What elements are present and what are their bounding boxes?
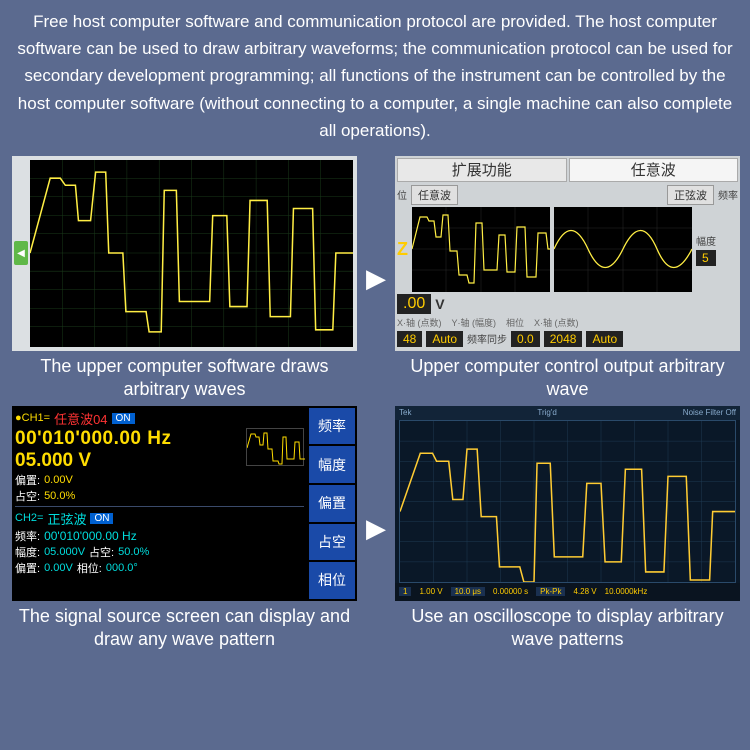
ch2-freq-label: 频率: [15,528,40,544]
panel3-caption: The signal source screen can display and… [12,605,357,652]
mini-sine-plot [554,207,692,292]
scope-freq: 10.0000kHz [605,587,648,596]
panel-oscilloscope: Tek Trig'd Noise Filter Off [395,406,740,601]
ch2-marker: CH2= [15,512,43,524]
side-btn-phase[interactable]: 相位 [309,562,355,599]
mini-arb-plot [412,207,550,292]
scope-ch1-vdiv: 1.00 V [419,587,442,596]
x-axis-label: X·轴 (点数) [397,316,442,329]
ch2-phase-label: 相位: [77,560,102,576]
ch2-offset: 0.00V [44,562,73,574]
val-auto-1: Auto [426,331,463,347]
tab-extend[interactable]: 扩展功能 [397,158,567,182]
ch2-phase: 000.0° [106,562,138,574]
scope-filter-status: Noise Filter Off [683,408,736,417]
tab-arbitrary[interactable]: 任意波 [569,158,739,182]
ch1-mode: 任意波04 [54,409,107,428]
ch2-amp: 05.000V [44,546,85,558]
arrow-right-icon: ▶ [361,156,391,402]
scope-brand: Tek [399,408,411,417]
ch1-offset: 0.00V [44,474,73,486]
scope-timebase: 10.0 μs [451,587,485,596]
ch2-mode: 正弦波 [47,509,86,528]
freq-label-cn: 频率 [718,187,738,202]
amp-label-cn: 幅度 [696,233,716,248]
ch1-frequency: 00'010'000.00 Hz [15,428,242,450]
ch1-preview-wave [246,428,304,466]
header-description: Free host computer software and communic… [0,0,750,156]
side-btn-freq[interactable]: 频率 [309,408,355,445]
z-indicator: Z [397,239,408,260]
offset-label: 偏置: [15,472,40,488]
ch1-voltage: 05.000 V [15,450,242,472]
scope-trigger-status: Trig'd [537,408,556,417]
ch2-amp-label: 幅度: [15,544,40,560]
side-btn-amp[interactable]: 幅度 [309,446,355,483]
scope-plot-area [399,420,736,583]
panel-device-screen: ●CH1= 任意波04 ON 00'010'000.00 Hz 05.000 V… [12,406,357,601]
panel1-caption: The upper computer software draws arbitr… [12,355,357,402]
ch2-offset-label: 偏置: [15,560,40,576]
volt-unit: V [435,296,444,312]
ch2-duty: 50.0% [118,546,149,558]
scope-ch1-badge: 1 [399,587,411,596]
ch1-on-badge: ON [112,413,135,424]
wave-plot-area [30,160,353,347]
duty-label: 占空: [15,488,40,504]
freq-sync-label: 频率同步 [467,331,507,346]
volt-value: .00 [397,294,431,314]
side-btn-duty[interactable]: 占空 [309,524,355,561]
val-phase: 0.0 [511,331,540,347]
pos-label: 位 [397,187,407,202]
panel4-caption: Use an oscilloscope to display arbitrary… [395,605,740,652]
scope-vpp-label: Pk-Pk [536,587,565,596]
x-axis-label2: X·轴 (点数) [534,316,579,329]
scope-time-pos: 0.00000 s [493,587,528,596]
wave-back-button[interactable]: ◀ [14,241,28,265]
panel-wave-editor: ◀ [12,156,357,351]
side-btn-offset[interactable]: 偏置 [309,485,355,522]
arb-button[interactable]: 任意波 [411,185,458,205]
val-auto-2: Auto [586,331,623,347]
phase-label: 相位 [506,316,524,329]
val-48: 48 [397,331,422,347]
panel-upper-control: 扩展功能 任意波 位 任意波 正弦波 频率 Z [395,156,740,351]
y-axis-label: Y·轴 (幅度) [452,316,497,329]
ch1-marker: ●CH1= [15,412,50,424]
sine-button[interactable]: 正弦波 [667,185,714,205]
val-2048: 2048 [544,331,583,347]
arrow-right-icon-2: ▶ [361,406,391,652]
ch2-on-badge: ON [90,513,113,524]
val-5: 5 [696,250,716,266]
ch2-duty-label: 占空: [89,544,114,560]
ch1-duty: 50.0% [44,490,75,502]
scope-vpp-val: 4.28 V [573,587,596,596]
ch2-frequency: 00'010'000.00 Hz [44,529,137,543]
panel2-caption: Upper computer control output arbitrary … [395,355,740,402]
